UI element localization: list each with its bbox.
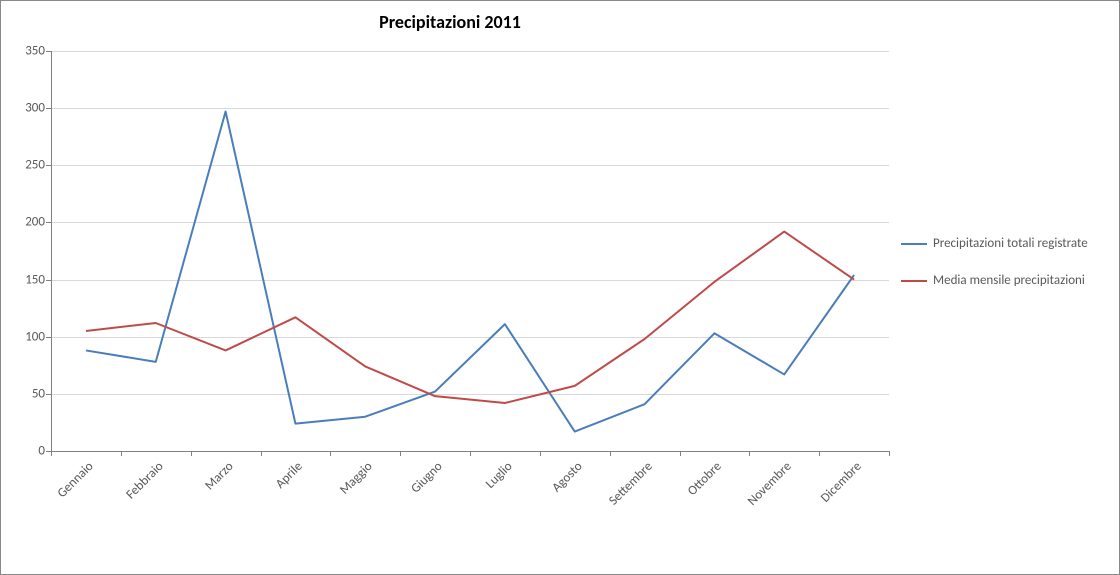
plot-area: 050100150200250300350GennaioFebbraioMarz… [51,51,889,451]
legend-item: Media mensile precipitazioni [901,273,1088,288]
x-tick-mark [540,451,541,456]
y-tick-label: 0 [38,444,45,459]
x-tick-mark [400,451,401,456]
x-tick-label: Marzo [202,459,236,493]
x-tick-label: Ottobre [685,459,725,499]
y-tick-label: 250 [25,158,45,173]
y-tick-label: 150 [25,272,45,287]
x-tick-mark [121,451,122,456]
x-tick-mark [749,451,750,456]
series-line [86,112,854,432]
chart-title: Precipitazioni 2011 [1,11,899,33]
legend-item: Precipitazioni totali registrate [901,236,1088,251]
y-tick-label: 300 [25,101,45,116]
legend-swatch [901,280,927,282]
legend-label: Precipitazioni totali registrate [933,236,1088,251]
x-tick-label: Maggio [337,459,376,498]
x-tick-mark [889,451,890,456]
legend: Precipitazioni totali registrate Media me… [901,236,1088,310]
x-tick-label: Settembre [606,459,655,508]
x-tick-mark [610,451,611,456]
x-tick-label: Giugno [408,459,445,496]
x-tick-label: Novembre [745,459,795,509]
x-tick-label: Agosto [549,459,585,495]
series-line [86,232,854,403]
x-tick-mark [819,451,820,456]
x-tick-mark [680,451,681,456]
series-svg [51,51,889,451]
legend-label: Media mensile precipitazioni [933,273,1085,288]
y-tick-label: 100 [25,329,45,344]
x-tick-mark [51,451,52,456]
x-tick-label: Luglio [483,459,516,492]
y-tick-label: 350 [25,44,45,59]
x-tick-mark [261,451,262,456]
x-tick-mark [470,451,471,456]
y-tick-label: 50 [32,386,45,401]
x-tick-label: Febbraio [123,459,166,502]
x-tick-label: Dicembre [818,459,865,506]
x-tick-label: Gennaio [55,459,97,501]
x-tick-mark [191,451,192,456]
y-tick-label: 200 [25,215,45,230]
legend-swatch [901,243,927,245]
x-tick-mark [330,451,331,456]
x-tick-label: Aprile [273,459,306,492]
chart-container: Precipitazioni 2011 05010015020025030035… [0,0,1120,575]
